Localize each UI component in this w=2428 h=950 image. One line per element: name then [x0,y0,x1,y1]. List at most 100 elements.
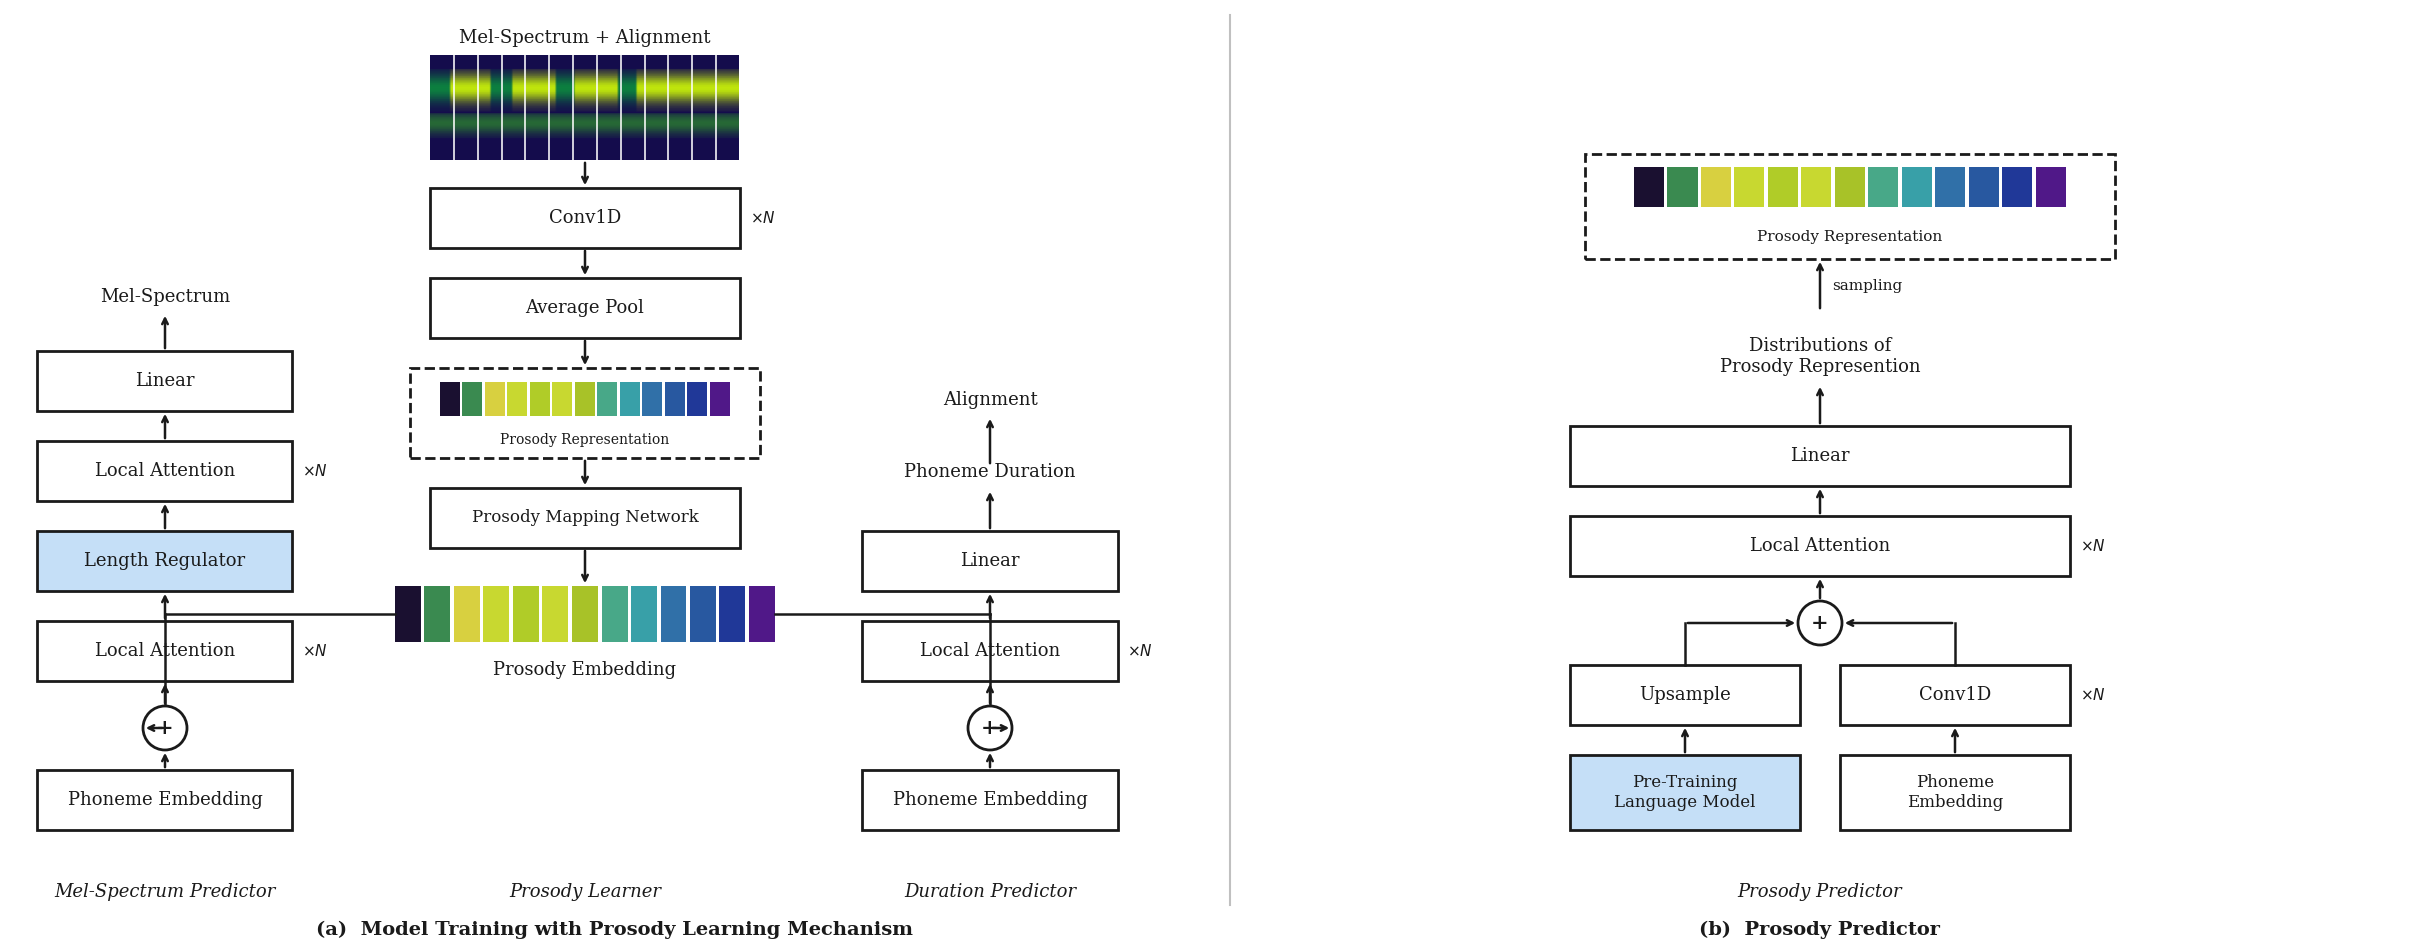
FancyBboxPatch shape [461,382,483,416]
Text: Mel-Spectrum: Mel-Spectrum [100,288,231,306]
Text: +: + [1811,613,1828,633]
FancyBboxPatch shape [597,382,617,416]
Text: Phoneme Embedding: Phoneme Embedding [68,791,262,809]
FancyBboxPatch shape [643,382,663,416]
FancyBboxPatch shape [430,488,741,548]
FancyBboxPatch shape [1668,167,1697,207]
Text: Prosody Embedding: Prosody Embedding [493,661,677,679]
Text: sampling: sampling [1833,279,1901,293]
Text: $\times$$N$: $\times$$N$ [1127,643,1153,659]
FancyBboxPatch shape [748,586,775,642]
Text: Linear: Linear [136,372,194,390]
FancyBboxPatch shape [512,586,539,642]
FancyBboxPatch shape [410,368,760,458]
FancyBboxPatch shape [1969,167,1998,207]
FancyBboxPatch shape [1935,167,1967,207]
FancyBboxPatch shape [1840,755,2071,830]
FancyBboxPatch shape [1840,665,2071,725]
Text: Prosody Learner: Prosody Learner [510,883,660,901]
FancyBboxPatch shape [430,278,741,338]
Text: Conv1D: Conv1D [1918,686,1991,704]
FancyBboxPatch shape [665,382,685,416]
FancyBboxPatch shape [602,586,626,642]
Text: Linear: Linear [1789,447,1850,465]
Text: Local Attention: Local Attention [95,462,236,480]
FancyBboxPatch shape [1571,426,2071,486]
Text: Length Regulator: Length Regulator [85,552,245,570]
Text: $\times$$N$: $\times$$N$ [750,210,777,226]
FancyBboxPatch shape [1802,167,1831,207]
Text: $\times$$N$: $\times$$N$ [2081,687,2105,703]
Text: $\times$$N$: $\times$$N$ [2081,538,2105,554]
FancyBboxPatch shape [36,621,291,681]
FancyBboxPatch shape [1634,167,1663,207]
Text: Pre-Training
Language Model: Pre-Training Language Model [1615,774,1755,810]
Text: $\times$$N$: $\times$$N$ [304,643,328,659]
Text: Local Attention: Local Attention [95,642,236,660]
FancyBboxPatch shape [1768,167,1799,207]
Circle shape [969,706,1012,750]
FancyBboxPatch shape [1571,755,1799,830]
FancyBboxPatch shape [425,586,452,642]
FancyBboxPatch shape [483,586,510,642]
FancyBboxPatch shape [862,531,1117,591]
Text: Upsample: Upsample [1639,686,1731,704]
FancyBboxPatch shape [396,586,420,642]
Text: (a)  Model Training with Prosody Learning Mechanism: (a) Model Training with Prosody Learning… [316,921,913,940]
FancyBboxPatch shape [36,770,291,830]
FancyBboxPatch shape [687,382,707,416]
Text: Conv1D: Conv1D [549,209,622,227]
FancyBboxPatch shape [541,586,568,642]
FancyBboxPatch shape [575,382,595,416]
FancyBboxPatch shape [862,621,1117,681]
FancyBboxPatch shape [36,441,291,501]
Text: Prosody Representation: Prosody Representation [1758,230,1942,244]
FancyBboxPatch shape [529,382,551,416]
FancyBboxPatch shape [36,351,291,411]
Text: Average Pool: Average Pool [524,299,643,317]
FancyBboxPatch shape [862,770,1117,830]
FancyBboxPatch shape [1571,516,2071,576]
Text: Prosody Mapping Network: Prosody Mapping Network [471,509,699,526]
FancyBboxPatch shape [619,382,641,416]
FancyBboxPatch shape [36,531,291,591]
Text: Prosody Predictor: Prosody Predictor [1738,883,1901,901]
FancyBboxPatch shape [1585,154,2115,259]
Circle shape [1799,601,1843,645]
Text: Phoneme Duration: Phoneme Duration [903,463,1076,481]
Text: Phoneme
Embedding: Phoneme Embedding [1906,774,2003,810]
Text: $\times$$N$: $\times$$N$ [304,463,328,479]
FancyBboxPatch shape [690,586,716,642]
Text: Prosody Representation: Prosody Representation [500,433,670,447]
Text: Duration Predictor: Duration Predictor [903,883,1076,901]
Text: (b)  Prosody Predictor: (b) Prosody Predictor [1700,921,1940,940]
FancyBboxPatch shape [709,382,731,416]
FancyBboxPatch shape [2003,167,2032,207]
FancyBboxPatch shape [1571,665,1799,725]
Text: Local Attention: Local Attention [920,642,1061,660]
Text: Distributions of
Prosody Represention: Distributions of Prosody Represention [1719,337,1921,376]
Circle shape [143,706,187,750]
Text: Mel-Spectrum + Alignment: Mel-Spectrum + Alignment [459,29,711,47]
FancyBboxPatch shape [486,382,505,416]
FancyBboxPatch shape [1702,167,1731,207]
FancyBboxPatch shape [1870,167,1899,207]
Text: Phoneme Embedding: Phoneme Embedding [894,791,1088,809]
FancyBboxPatch shape [1734,167,1765,207]
FancyBboxPatch shape [430,188,741,248]
FancyBboxPatch shape [719,586,745,642]
Text: Local Attention: Local Attention [1751,537,1889,555]
Text: Linear: Linear [959,552,1020,570]
FancyBboxPatch shape [554,382,573,416]
FancyBboxPatch shape [631,586,658,642]
Text: Mel-Spectrum Predictor: Mel-Spectrum Predictor [53,883,277,901]
FancyBboxPatch shape [507,382,527,416]
FancyBboxPatch shape [1836,167,1865,207]
Text: +: + [155,718,175,738]
FancyBboxPatch shape [454,586,481,642]
FancyBboxPatch shape [2037,167,2066,207]
FancyBboxPatch shape [660,586,687,642]
Text: Alignment: Alignment [942,391,1037,409]
FancyBboxPatch shape [1901,167,1933,207]
Text: +: + [981,718,998,738]
